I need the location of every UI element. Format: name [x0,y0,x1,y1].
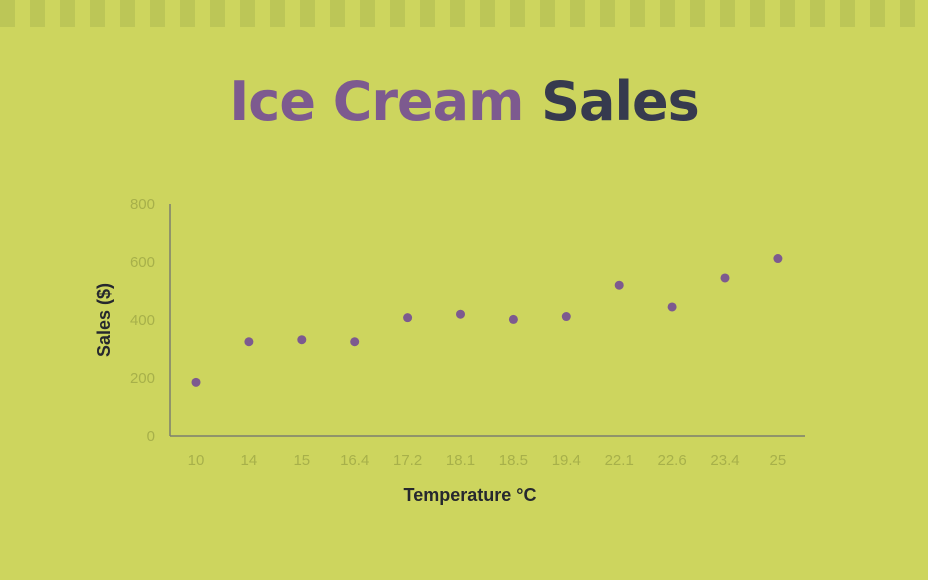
data-point [720,273,730,283]
x-tick-label: 14 [241,452,258,469]
chart-title-dark: Sales [541,70,700,133]
x-tick-label: 18.1 [446,452,475,469]
data-point [456,309,465,319]
y-tick-label: 0 [147,428,155,445]
x-tick-label: 15 [293,452,310,469]
data-point [667,302,677,312]
data-point [403,313,413,323]
y-tick-labels: 0 200 400 600 800 [130,196,155,445]
x-tick-label: 17.2 [393,452,422,469]
y-axis-title: Sales ($) [94,283,114,357]
y-tick-label: 800 [130,196,155,213]
x-tick-label: 16.4 [340,452,369,469]
data-point [614,280,624,290]
data-point [191,377,201,387]
y-tick-label: 200 [130,370,155,387]
chart-title-accent: Ice Cream [229,70,524,133]
data-point [561,312,571,322]
x-tick-label: 19.4 [552,452,581,469]
x-tick-label: 22.1 [605,452,634,469]
chart-title: Ice Cream Sales [0,70,928,134]
x-axis-title: Temperature °C [404,485,537,505]
x-tick-label: 22.6 [657,452,686,469]
decorative-stripe-band [0,0,928,27]
y-tick-label: 400 [130,312,155,329]
data-point [350,337,360,347]
y-tick-label: 600 [130,254,155,271]
x-tick-label: 25 [770,452,787,469]
data-points [191,254,783,387]
x-tick-label: 23.4 [710,452,739,469]
x-tick-labels: 10 14 15 16.4 17.2 18.1 18.5 19.4 22.1 22.6 23.4 25 [188,452,787,469]
data-point [297,335,307,345]
data-point [244,337,254,347]
x-tick-label: 18.5 [499,452,528,469]
data-point [773,254,783,264]
x-tick-label: 10 [188,452,205,469]
data-point [508,314,518,324]
